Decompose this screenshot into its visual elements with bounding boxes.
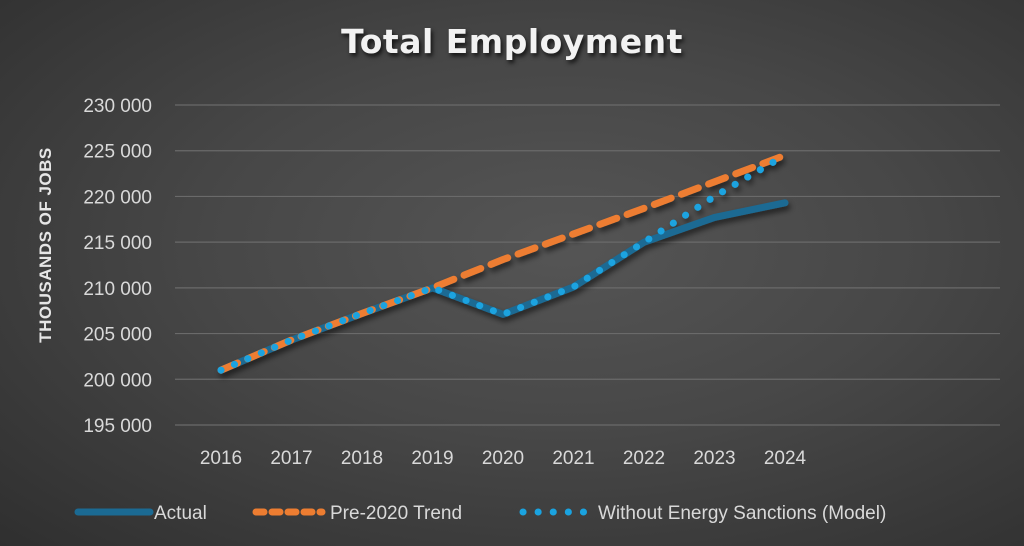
x-tick-label: 2017 — [270, 448, 312, 469]
chart-title: Total Employment — [341, 22, 683, 61]
legend-item[interactable]: Actual — [74, 503, 207, 524]
legend-item[interactable]: Without Energy Sanctions (Model) — [519, 503, 886, 524]
series-line-actual — [217, 199, 789, 374]
series-line-pre-2020-trend — [217, 151, 789, 374]
x-tick-label: 2022 — [623, 448, 665, 469]
x-tick-label: 2023 — [693, 448, 735, 469]
legend-label: Actual — [154, 503, 207, 524]
y-tick-label: 230 000 — [83, 96, 152, 117]
x-tick-label: 2021 — [552, 448, 594, 469]
legend-item[interactable]: Pre-2020 Trend — [252, 503, 462, 524]
y-tick-label: 210 000 — [83, 279, 152, 300]
legend-label: Without Energy Sanctions (Model) — [598, 503, 886, 524]
x-tick-label: 2020 — [482, 448, 524, 469]
x-tick-label: 2024 — [764, 448, 807, 469]
y-axis-label: THOUSANDS OF JOBS — [36, 147, 55, 343]
x-axis-ticks: 2016 2017 2018 2019 2020 2021 2022 2023 2024 — [200, 448, 807, 469]
y-tick-label: 220 000 — [83, 187, 152, 208]
x-tick-label: 2018 — [341, 448, 383, 469]
y-tick-label: 205 000 — [83, 325, 152, 346]
gridlines — [175, 104, 1000, 426]
x-tick-label: 2016 — [200, 448, 242, 469]
y-tick-label: 225 000 — [83, 142, 152, 163]
series-line-without-energy-sanctions-model — [217, 151, 789, 374]
y-tick-label: 215 000 — [83, 233, 152, 254]
legend: Actual Pre-2020 Trend Without Energy Sanct… — [74, 503, 886, 524]
y-tick-label: 200 000 — [83, 370, 152, 391]
legend-label: Pre-2020 Trend — [330, 503, 462, 524]
y-tick-label: 195 000 — [83, 416, 152, 437]
x-tick-label: 2019 — [411, 448, 453, 469]
series-lines — [217, 151, 789, 374]
y-axis-ticks: 195 000 200 000 205 000 210 000 215 000 220 0… — [83, 96, 152, 437]
